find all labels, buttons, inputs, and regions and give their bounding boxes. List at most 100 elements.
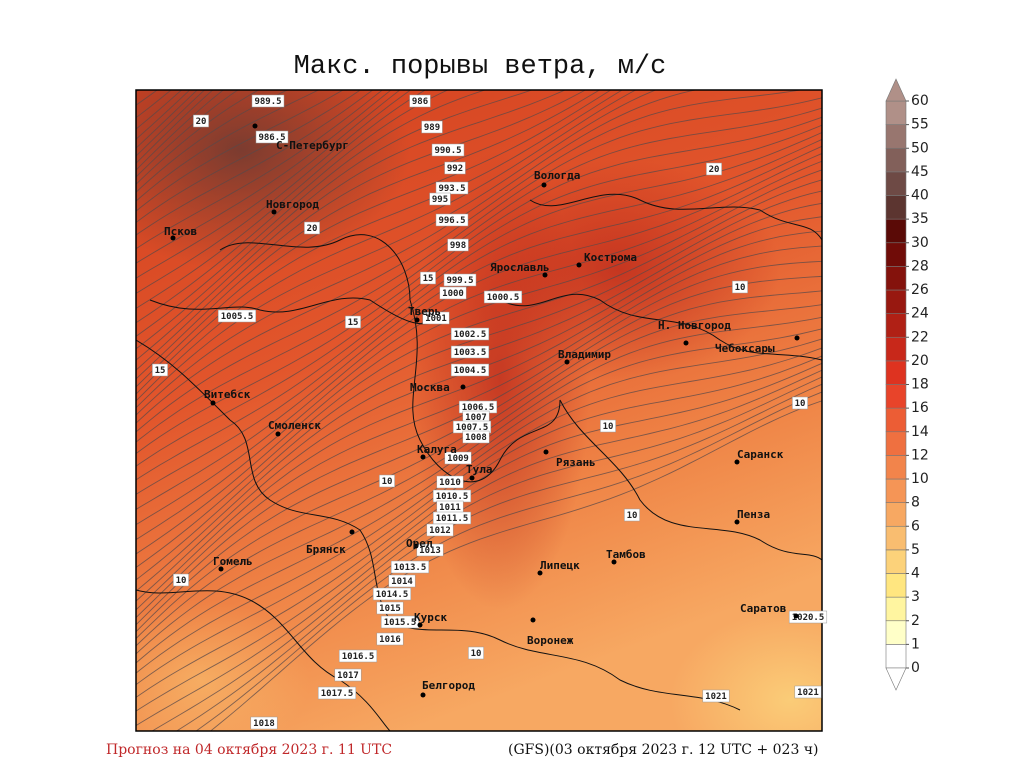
isobar-line: [136, 328, 822, 664]
colorbar-label: 30: [911, 235, 929, 251]
isobar-label-box: [435, 213, 469, 227]
city-dot: [210, 400, 216, 406]
isobar-label: 989: [424, 123, 440, 133]
isobar-label-box: [702, 689, 730, 703]
isobar-label-box: [251, 94, 285, 108]
colorbar-label: 12: [911, 447, 929, 463]
isobar-line: [136, 116, 822, 455]
isobar-label-box: [379, 474, 395, 488]
isobar-label: 1009: [447, 454, 469, 464]
isobar-line: [136, 362, 822, 712]
city-dot: [420, 454, 426, 460]
border: [149, 297, 441, 325]
city-dot: [252, 123, 258, 129]
isobar-label: 992: [447, 164, 463, 174]
isobar-label: 1011: [439, 503, 461, 513]
isobar-line: [136, 338, 822, 674]
isobar-label-box: [706, 162, 722, 176]
isobar-label-box: [345, 315, 361, 329]
colorbar-box: [885, 549, 907, 574]
isobar-label: 1006.5: [462, 403, 495, 413]
isobar-label: 10: [627, 511, 638, 521]
city-dot: [460, 384, 466, 390]
colorbar-label: 6: [911, 518, 920, 534]
red-patch: [460, 160, 780, 380]
isobar-label-box: [421, 120, 443, 134]
colorbar-top-arrow: [885, 78, 907, 102]
isobar-label-box: [304, 221, 320, 235]
isobar-line: [136, 90, 374, 236]
colorbar-box: [885, 644, 907, 669]
isobar-line: [136, 230, 822, 611]
isobar-line: [209, 400, 822, 731]
map-frame: [135, 89, 823, 732]
colorbar-label: 16: [911, 400, 929, 416]
isobar-label: 1015: [379, 604, 401, 614]
city-label: Витебск: [204, 388, 251, 401]
isobar-label-box: [792, 396, 808, 410]
colorbar-label: 26: [911, 282, 929, 298]
isobar-label-box: [334, 668, 362, 682]
city-dot: [170, 235, 176, 241]
map-title: Макс. порывы ветра, м/с: [294, 52, 667, 82]
colorbar-label: 0: [911, 660, 920, 676]
isobar-line: [136, 90, 698, 416]
isobar-line: [136, 90, 587, 371]
isobar-label-box: [462, 430, 490, 444]
isobar-label: 1000: [442, 289, 464, 299]
colorbar-label: 4: [911, 566, 920, 582]
city-dot: [413, 543, 419, 549]
isobar-label-box: [376, 601, 404, 615]
isobar-label-box: [422, 311, 450, 325]
isobar-label: 989.5: [254, 97, 281, 107]
border: [219, 234, 411, 301]
isobar-label-box: [338, 649, 378, 663]
isobar-label: 1004.5: [454, 366, 487, 376]
isobar-line: [136, 145, 822, 510]
colorbar-label: 10: [911, 471, 929, 487]
isobar-label-box: [794, 685, 822, 699]
city-label: Пенза: [737, 508, 770, 521]
city-label: Н. Новгород: [658, 319, 731, 332]
colorbar-box: [885, 431, 907, 456]
isobar-line: [136, 90, 804, 424]
isobar-label: 20: [196, 117, 207, 127]
isobar-line: [136, 90, 384, 250]
isobar-label-box: [255, 130, 289, 144]
isobar-label: 1017: [337, 671, 359, 681]
city-dot: [417, 622, 423, 628]
isobar-label-box: [447, 238, 469, 252]
city-dot: [349, 529, 355, 535]
colorbar-box: [885, 100, 907, 125]
city-label: Калуга: [417, 443, 457, 456]
isobar-line: [136, 90, 612, 388]
isobar-label-box: [436, 475, 464, 489]
city-dot: [734, 459, 740, 465]
isobar-label: 15: [155, 366, 166, 376]
isobar-label: 1013: [419, 546, 441, 556]
city-label: Саранск: [737, 448, 784, 461]
border: [559, 399, 822, 561]
isobar-label-box: [152, 363, 168, 377]
colorbar-box: [885, 242, 907, 267]
city-label: Ярославль: [490, 261, 550, 274]
isobar-line: [136, 90, 412, 294]
isobar-label-box: [420, 271, 436, 285]
isobar-label-box: [193, 114, 209, 128]
isobar-line: [136, 90, 487, 337]
isobar-line: [136, 90, 624, 395]
colorbar-box: [885, 384, 907, 409]
colorbar-box: [885, 195, 907, 220]
city-label: Орел: [406, 537, 433, 550]
isobar-label: 986: [412, 97, 428, 107]
isobar-label-box: [173, 573, 189, 587]
city-label: Тверь: [408, 305, 441, 318]
isobar-label-box: [426, 523, 454, 537]
border: [389, 619, 741, 711]
isobar-label-box: [450, 363, 490, 377]
city-dot: [564, 359, 570, 365]
city-label: Новгород: [266, 198, 319, 211]
isobar-label-box: [431, 143, 465, 157]
